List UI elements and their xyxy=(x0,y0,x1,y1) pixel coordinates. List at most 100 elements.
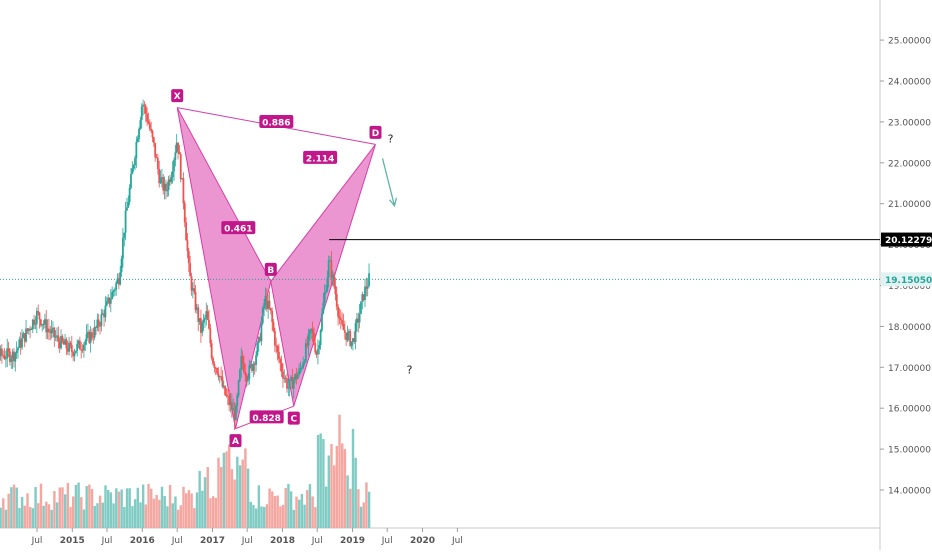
candle-body xyxy=(71,345,73,352)
x-tick-label: Jul xyxy=(101,536,113,546)
candle-body xyxy=(244,372,246,375)
volume-bar xyxy=(69,507,71,528)
candle-body xyxy=(100,314,102,326)
candle-body xyxy=(185,222,187,240)
volume-bar xyxy=(129,488,131,528)
x-tick-label: 2020 xyxy=(410,536,435,546)
candle-body xyxy=(36,311,38,324)
candle-body xyxy=(222,377,224,387)
candle-body xyxy=(209,329,211,344)
ratio-label: 2.114 xyxy=(306,154,334,164)
volume-bar xyxy=(193,508,195,528)
candle-body xyxy=(203,320,205,323)
candle-body xyxy=(170,177,172,182)
candle-body xyxy=(256,343,258,355)
candle-body xyxy=(105,306,107,318)
volume-bar xyxy=(120,490,122,528)
volume-bar xyxy=(24,506,26,528)
candle-body xyxy=(51,329,53,333)
candle-body xyxy=(94,327,96,337)
candle-body xyxy=(333,274,335,286)
volume-bar xyxy=(236,457,238,528)
candle-body xyxy=(279,359,281,363)
candle-body xyxy=(297,374,299,379)
candle-body xyxy=(248,365,250,379)
candle-body xyxy=(114,290,116,291)
candle-body xyxy=(270,308,272,311)
candle-body xyxy=(189,263,191,276)
candle-body xyxy=(139,120,141,129)
volume-bar xyxy=(263,507,265,528)
candle-body xyxy=(207,311,209,320)
volume-bar xyxy=(346,475,348,528)
candle-body xyxy=(74,353,76,356)
price-badge-label: 19.15050 xyxy=(885,276,932,286)
volume-bar xyxy=(158,500,160,528)
candle-body xyxy=(336,294,338,306)
volume-bar xyxy=(80,497,82,528)
candle-body xyxy=(208,320,210,329)
volume-bar xyxy=(352,429,354,528)
candle-body xyxy=(341,320,343,324)
volume-bar xyxy=(67,483,69,528)
candle-body xyxy=(154,143,156,157)
volume-bar xyxy=(207,467,209,528)
volume-bar xyxy=(26,493,28,528)
volume-bar xyxy=(147,484,149,528)
volume-bar xyxy=(306,490,308,528)
candle-body xyxy=(1,349,3,356)
candle-body xyxy=(281,363,283,372)
volume-bar xyxy=(360,507,362,528)
candle-body xyxy=(339,317,341,319)
volume-bar xyxy=(104,485,106,528)
volume-bar xyxy=(56,502,58,528)
volume-bar xyxy=(250,502,252,528)
volume-bar xyxy=(177,510,179,528)
y-tick-label: 15.00000 xyxy=(888,446,931,456)
candle-body xyxy=(61,336,63,341)
volume-bar xyxy=(223,453,225,528)
candle-body xyxy=(343,324,345,330)
volume-bar xyxy=(0,508,2,528)
volume-bar xyxy=(139,502,141,528)
candle-body xyxy=(193,288,195,292)
volume-bar xyxy=(322,439,324,528)
candle-body xyxy=(312,329,314,333)
volume-bar xyxy=(285,488,287,528)
volume-bar xyxy=(18,508,20,528)
candle-body xyxy=(204,318,206,320)
volume-bar xyxy=(180,505,182,528)
volume-bar xyxy=(137,488,139,528)
volume-bar xyxy=(239,465,241,528)
candle-body xyxy=(282,371,284,378)
ratio-label: 0.828 xyxy=(252,414,280,424)
candle-body xyxy=(86,334,88,341)
price-badge-label: 20.12279 xyxy=(885,236,932,246)
volume-bar xyxy=(336,446,338,528)
y-tick-label: 25.00000 xyxy=(888,37,931,47)
volume-bar xyxy=(303,505,305,528)
pattern-point-label: B xyxy=(267,266,274,276)
volume-bar xyxy=(231,469,233,528)
candle-body xyxy=(212,358,214,364)
candle-body xyxy=(298,368,300,374)
candle-body xyxy=(304,361,306,362)
candle-body xyxy=(110,299,112,304)
candle-body xyxy=(106,301,108,305)
candle-body xyxy=(320,330,322,345)
candle-body xyxy=(134,158,136,165)
volume-bar xyxy=(293,510,295,528)
candle-body xyxy=(252,364,254,371)
volume-bar xyxy=(363,502,365,528)
candle-body xyxy=(302,363,304,368)
x-tick-label: 2017 xyxy=(200,536,225,546)
volume-bar xyxy=(190,494,192,528)
candle-body xyxy=(278,352,280,359)
volume-bar xyxy=(10,487,12,528)
candle-body xyxy=(293,380,295,389)
candle-body xyxy=(43,324,45,325)
candle-body xyxy=(277,346,279,352)
volume-bar xyxy=(72,496,74,528)
